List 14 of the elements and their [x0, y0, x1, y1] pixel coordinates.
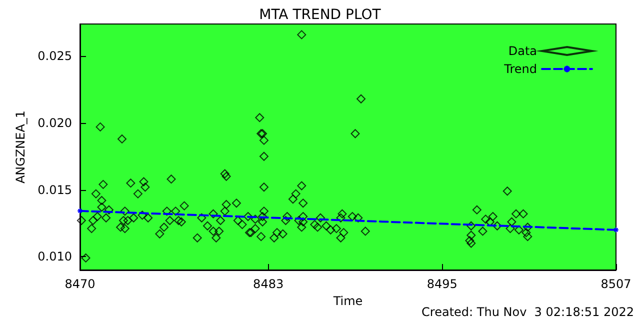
- chart-title: MTA TREND PLOT: [259, 7, 382, 23]
- y-tick-label: 0.025: [38, 49, 72, 64]
- y-tick-label: 0.020: [38, 116, 72, 130]
- text: Created: Thu Nov 3 02:18:51 2022: [422, 305, 634, 319]
- legend-label: Trend: [503, 62, 537, 76]
- x-tick-label: 8483: [253, 277, 284, 291]
- x-tick-label: 8470: [64, 277, 96, 291]
- x-tick-label: 8495: [426, 277, 458, 291]
- y-axis-title: ANGZNEA_1: [14, 110, 28, 184]
- legend-label: Data: [508, 44, 537, 58]
- y-tick-label: 0.015: [38, 182, 72, 197]
- x-tick-label: 8507: [600, 277, 632, 291]
- x-axis-title: Time: [332, 294, 363, 308]
- y-tick-label: 0.010: [38, 250, 72, 264]
